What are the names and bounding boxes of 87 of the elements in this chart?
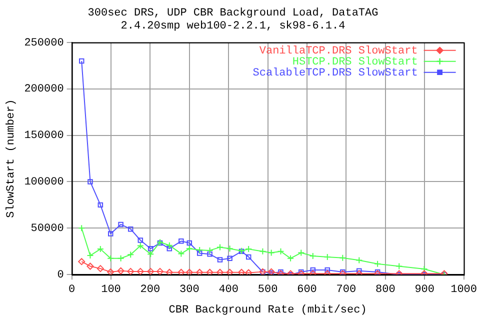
point [277,248,284,255]
point [88,179,93,184]
x-axis-title: CBR Background Rate (mbit/sec) [168,304,367,316]
point [156,268,164,275]
x-tick-label: 700 [336,284,356,296]
point [78,258,86,266]
point [108,231,114,236]
legend-label: ScalableTCP.DRS SlowStart [252,67,418,80]
point [196,250,202,256]
point [86,262,94,270]
x-tick-label: 1000 [450,284,477,296]
point [298,249,305,256]
y-tick-label: 250000 [24,37,64,50]
point [287,254,294,262]
x-tick-label: 400 [218,284,239,296]
point [268,249,275,256]
point [178,250,185,258]
point [98,202,104,208]
point [396,262,403,270]
point [136,268,144,275]
point [245,246,252,253]
point [356,256,363,264]
x-tick-label: 500 [258,284,278,296]
x-tick-label: 600 [297,284,317,296]
point [216,244,224,251]
point [238,268,246,275]
point [128,226,134,232]
point [107,268,114,275]
chart-title: 300sec DRS, UDP CBR Background Load, DataTAG [88,8,378,20]
point [127,268,134,275]
point [339,254,346,262]
point [226,245,234,252]
point [166,242,173,249]
point [127,251,134,258]
point [420,266,428,273]
x-tick-label: 900 [414,284,435,296]
point [178,268,185,275]
point [206,268,214,275]
x-tick-label: 0 [68,284,76,296]
point [186,268,193,275]
x-tick-label: 300 [180,284,200,296]
point [178,238,184,244]
point [136,242,144,250]
point [324,267,330,273]
y-tick-label: 150000 [24,130,64,142]
point [166,268,173,275]
x-tick-label: 200 [140,284,160,296]
legend-label: VanillaTCP.DRS SlowStart [259,45,418,58]
x-tick-label: 100 [101,284,121,296]
point [166,246,172,252]
point [259,248,266,255]
y-tick-label: 200000 [24,84,64,96]
point [117,254,124,262]
point [207,252,212,257]
point [96,265,104,272]
point [86,252,94,260]
point [118,222,124,228]
point [196,268,204,275]
x-tick-label: 800 [375,284,396,296]
point [216,268,224,275]
point [107,254,114,262]
point [196,246,204,254]
point [147,268,154,275]
point [324,253,331,260]
point [227,256,232,261]
y-tick-label: 0 [57,270,64,282]
y-tick-label: 50000 [30,223,64,236]
point [374,260,382,268]
point [310,267,316,273]
y-axis-title: SlowStart (number) [6,99,18,218]
point [309,252,316,260]
point [138,238,144,243]
point [78,58,84,64]
point [186,240,192,246]
point [226,268,234,275]
legend-label: HSTCP.DRS SlowStart [292,56,418,68]
point [117,267,124,274]
point [246,254,252,260]
chart-subtitle: 2.4.20smp web100-2.2.1, sk98-6.1.4 [120,20,346,33]
point [206,246,214,254]
point [96,246,104,253]
point [148,246,154,252]
y-tick-label: 100000 [24,176,64,189]
point [147,250,154,258]
point [217,257,223,262]
point [186,245,193,252]
point [245,269,252,275]
